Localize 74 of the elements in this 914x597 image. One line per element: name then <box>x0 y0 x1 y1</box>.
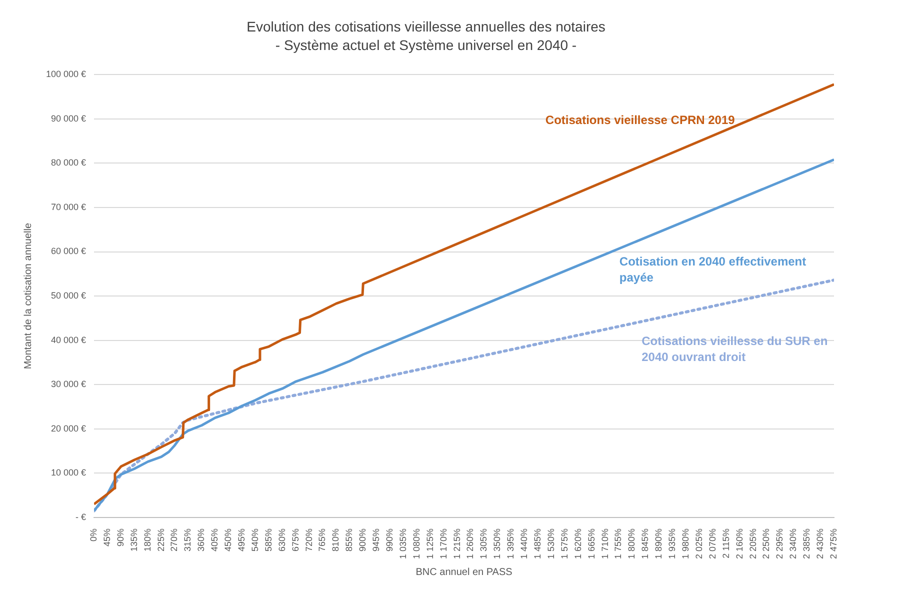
x-tick-label: 495% <box>236 528 247 552</box>
x-tick-label: 1 755% <box>613 528 624 560</box>
y-axis-title: Montant de la cotisation annuelle <box>22 222 34 370</box>
x-tick-label: 1 215% <box>452 528 462 560</box>
x-tick-label: 2 205% <box>748 528 758 560</box>
x-tick-label: 1 935% <box>667 528 678 560</box>
x-tick-label: 315% <box>182 528 193 552</box>
x-tick-label: 450% <box>223 528 234 552</box>
x-tick-label: 405% <box>210 528 220 552</box>
x-tick-label: 585% <box>263 528 274 552</box>
x-axis-title: BNC annuel en PASS <box>416 566 513 578</box>
x-tick-label: 45% <box>102 528 112 546</box>
series-label: Cotisations vieillesse du SUR en 2040 ouvrant droit <box>642 334 828 364</box>
x-tick-label: 1 890% <box>654 528 664 560</box>
x-tick-label: 2 430% <box>815 528 826 560</box>
x-tick-label: 1 845% <box>640 528 650 560</box>
x-tick-label: 2 385% <box>802 528 812 560</box>
x-tick-label: 0% <box>88 528 99 542</box>
x-tick-label: 2 295% <box>774 528 785 560</box>
y-tick-label: 20 000 € <box>50 423 86 434</box>
x-tick-label: 1 530% <box>546 528 556 560</box>
x-tick-label: 990% <box>384 528 395 552</box>
x-tick-label: 2 070% <box>707 528 718 560</box>
x-tick-label: 1 485% <box>532 528 542 560</box>
y-tick-label: 100 000 € <box>46 69 86 80</box>
x-tick-label: 630% <box>276 528 287 552</box>
x-tick-label: 720% <box>304 528 314 552</box>
x-tick-label: 540% <box>250 528 260 552</box>
y-tick-label: 10 000 € <box>50 468 86 478</box>
x-tick-label: 765% <box>317 528 328 552</box>
y-tick-label: 60 000 € <box>50 246 86 256</box>
x-tick-label: 1 710% <box>600 528 610 560</box>
x-tick-label: 2 250% <box>761 528 772 560</box>
x-tick-label: 2 475% <box>828 528 838 560</box>
x-tick-label: 1 620% <box>572 528 583 560</box>
x-tick-label: 1 665% <box>586 528 596 560</box>
y-tick-label: 40 000 € <box>50 334 86 345</box>
x-tick-label: 810% <box>330 528 341 552</box>
x-tick-label: 135% <box>128 528 139 552</box>
series-label: Cotisation en 2040 effectivement payée <box>619 254 806 284</box>
x-tick-label: 90% <box>115 528 126 546</box>
x-tick-label: 900% <box>358 528 368 552</box>
x-tick-label: 2 160% <box>734 528 744 560</box>
chart-title: Evolution des cotisations vieillesse annuelles des notaires <box>246 18 606 34</box>
chart-subtitle: - Système actuel et Système universel en 2040 - <box>275 37 577 54</box>
y-tick-label: 70 000 € <box>50 202 86 212</box>
y-tick-label: 30 000 € <box>50 379 86 390</box>
x-tick-label: 1 170% <box>438 528 448 560</box>
x-tick-label: 2 340% <box>788 528 798 560</box>
y-tick-label: 90 000 € <box>50 113 86 124</box>
x-tick-label: 360% <box>196 528 206 552</box>
series-label: Cotisations vieillesse CPRN 2019 <box>545 112 736 127</box>
x-tick-label: 2 025% <box>694 528 704 560</box>
x-tick-label: 270% <box>169 528 180 552</box>
x-tick-label: 1 035% <box>398 528 408 560</box>
x-tick-label: 1 125% <box>424 528 435 560</box>
y-tick-label: 50 000 € <box>50 290 86 301</box>
x-tick-label: 225% <box>156 528 166 552</box>
x-tick-label: 945% <box>371 528 382 552</box>
x-tick-label: 2 115% <box>720 528 731 558</box>
x-tick-label: 180% <box>142 528 152 552</box>
y-tick-label: 80 000 € <box>50 158 86 168</box>
x-tick-label: 1 980% <box>680 528 690 560</box>
y-tick-label: - € <box>76 512 86 522</box>
x-tick-label: 855% <box>344 528 354 552</box>
x-tick-label: 1 800% <box>626 528 637 560</box>
x-tick-label: 675% <box>290 528 300 552</box>
x-tick-label: 1 440% <box>519 528 530 560</box>
x-tick-label: 1 305% <box>478 528 489 560</box>
x-tick-label: 1 350% <box>492 528 502 560</box>
x-tick-label: 1 395% <box>506 528 516 560</box>
x-tick-label: 1 260% <box>465 528 476 560</box>
x-tick-label: 1 080% <box>411 528 422 560</box>
x-tick-label: 1 575% <box>559 528 570 560</box>
